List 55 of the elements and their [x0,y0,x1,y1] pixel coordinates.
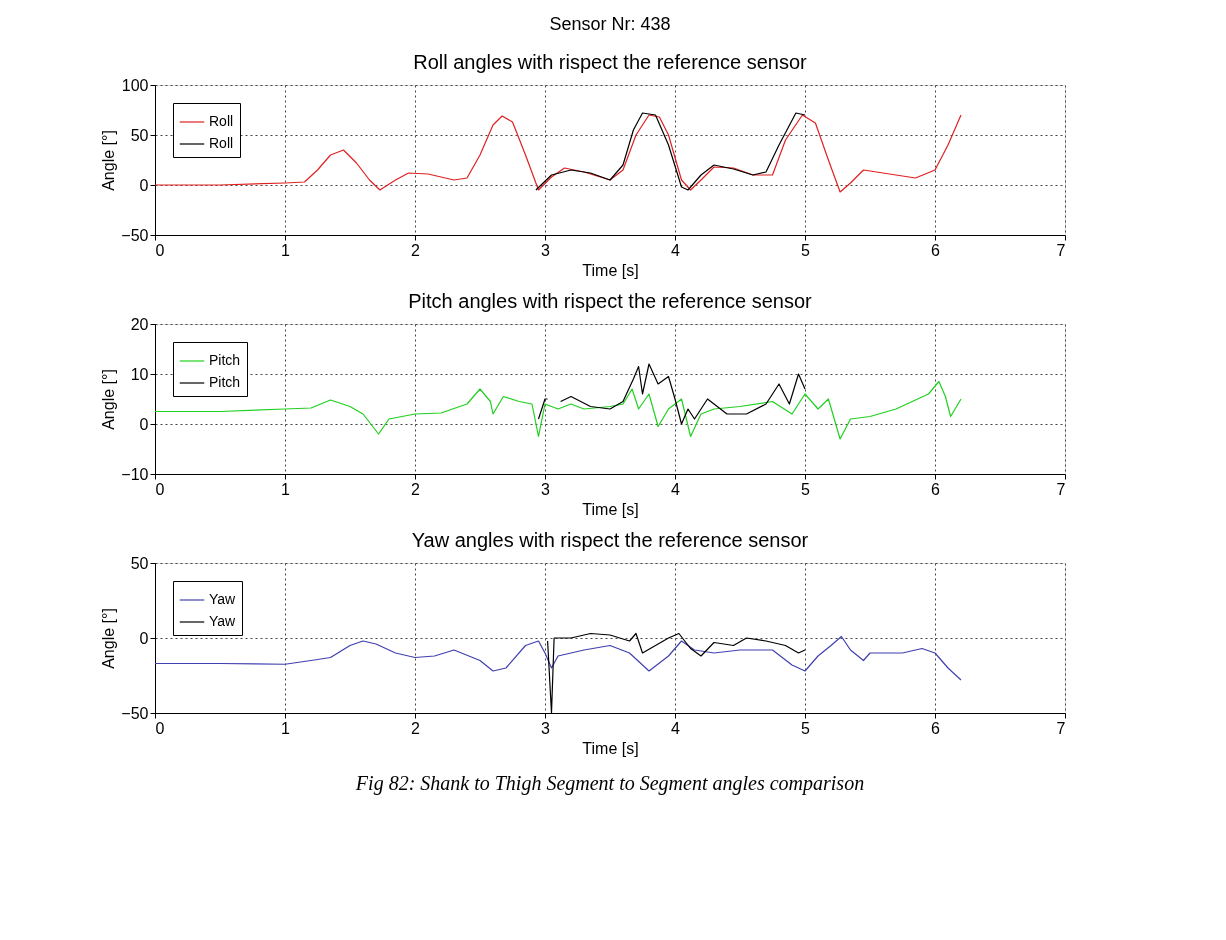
x-tick-label: 4 [671,241,681,259]
chart-title: Yaw angles with rispect the reference sensor [411,529,809,551]
legend-label: Yaw [209,591,237,607]
y-tick-label: 20 [130,315,149,333]
x-tick-label: 6 [931,241,941,259]
x-tick-label: 0 [155,480,165,498]
x-tick-label: 7 [1056,719,1066,737]
x-tick-label: 5 [801,241,811,259]
y-tick-label: 50 [130,126,149,144]
y-tick-label: 0 [139,415,149,433]
x-tick-label: 4 [671,719,681,737]
x-axis-title: Time [s] [582,261,639,279]
chart-title: Pitch angles with rispect the reference sensor [408,290,813,312]
y-tick-label: −10 [121,465,149,483]
x-tick-label: 2 [411,241,421,259]
x-tick-label: 1 [281,241,291,259]
y-axis-title: Angle [°] [100,130,118,191]
chart-title: Roll angles with rispect the reference sensor [413,51,808,73]
legend-label: Roll [209,135,234,151]
x-tick-label: 6 [931,719,941,737]
y-tick-label: 100 [121,76,149,94]
y-axis-title: Angle [°] [100,608,118,669]
x-tick-label: 7 [1056,241,1066,259]
y-axis-title: Angle [°] [100,369,118,430]
x-tick-label: 2 [411,719,421,737]
x-tick-label: 4 [671,480,681,498]
x-axis-title: Time [s] [582,739,639,757]
y-tick-label: −50 [121,226,149,244]
y-tick-label: 0 [139,176,149,194]
x-tick-label: 6 [931,480,941,498]
x-tick-label: 5 [801,719,811,737]
line-series [155,635,962,681]
x-tick-label: 3 [541,241,551,259]
x-tick-label: 7 [1056,480,1066,498]
legend-label: Yaw [209,613,237,629]
caption: Fig 82: Shank to Thigh Segment to Segment angles comparison [354,772,865,795]
x-tick-label: 1 [281,719,291,737]
x-tick-label: 2 [411,480,421,498]
x-tick-label: 1 [281,480,291,498]
x-axis-title: Time [s] [582,500,639,518]
text: Sensor Nr: 438 [549,14,671,34]
y-tick-label: 10 [130,365,149,383]
y-tick-label: 0 [139,629,149,647]
y-tick-label: −50 [121,704,149,722]
legend-label: Pitch [209,352,241,368]
legend-label: Roll [209,113,234,129]
line-series [155,114,962,193]
x-tick-label: 3 [541,480,551,498]
line-series [535,112,806,191]
legend-label: Pitch [209,374,241,390]
x-tick-label: 5 [801,480,811,498]
y-tick-label: 50 [130,554,149,572]
x-tick-label: 3 [541,719,551,737]
x-tick-label: 0 [155,241,165,259]
x-tick-label: 0 [155,719,165,737]
